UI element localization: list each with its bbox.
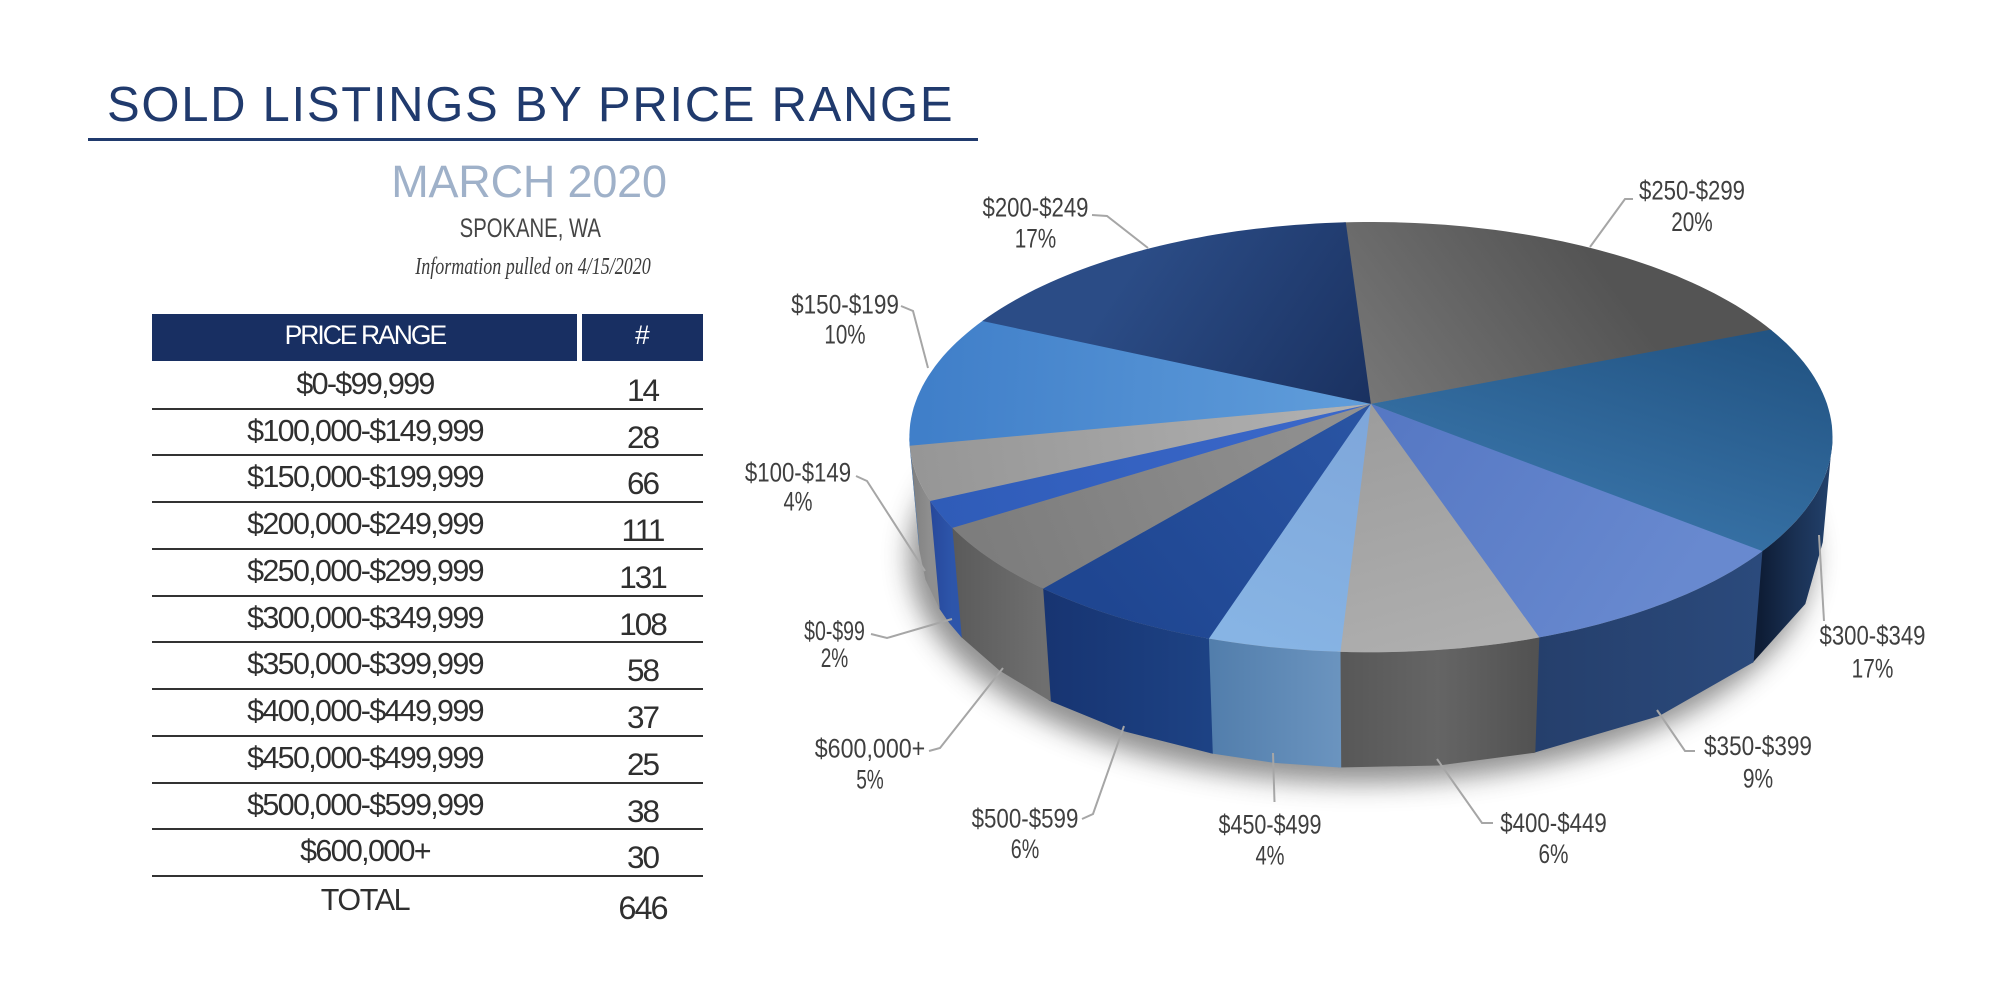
svg-text:$0-$99: $0-$99 (804, 616, 865, 646)
svg-text:$250-$299: $250-$299 (1639, 176, 1745, 206)
svg-text:$150-$199: $150-$199 (791, 290, 899, 320)
svg-text:20%: 20% (1671, 207, 1713, 237)
svg-text:2%: 2% (821, 643, 849, 673)
svg-text:5%: 5% (856, 765, 884, 795)
svg-text:9%: 9% (1743, 763, 1773, 793)
svg-text:17%: 17% (1015, 224, 1057, 254)
svg-text:$200-$249: $200-$249 (983, 193, 1089, 223)
svg-text:$600,000+: $600,000+ (815, 734, 926, 764)
svg-text:$400-$449: $400-$449 (1500, 808, 1607, 838)
svg-text:$500-$599: $500-$599 (972, 804, 1079, 834)
svg-text:6%: 6% (1011, 834, 1040, 864)
svg-text:$100-$149: $100-$149 (745, 458, 851, 488)
svg-text:17%: 17% (1852, 654, 1894, 684)
svg-text:$300-$349: $300-$349 (1820, 621, 1926, 651)
svg-text:$450-$499: $450-$499 (1219, 810, 1322, 840)
svg-text:$350-$399: $350-$399 (1704, 731, 1812, 761)
svg-text:10%: 10% (824, 320, 865, 350)
svg-text:4%: 4% (1256, 841, 1285, 871)
svg-text:4%: 4% (784, 487, 813, 517)
svg-text:6%: 6% (1539, 839, 1569, 869)
